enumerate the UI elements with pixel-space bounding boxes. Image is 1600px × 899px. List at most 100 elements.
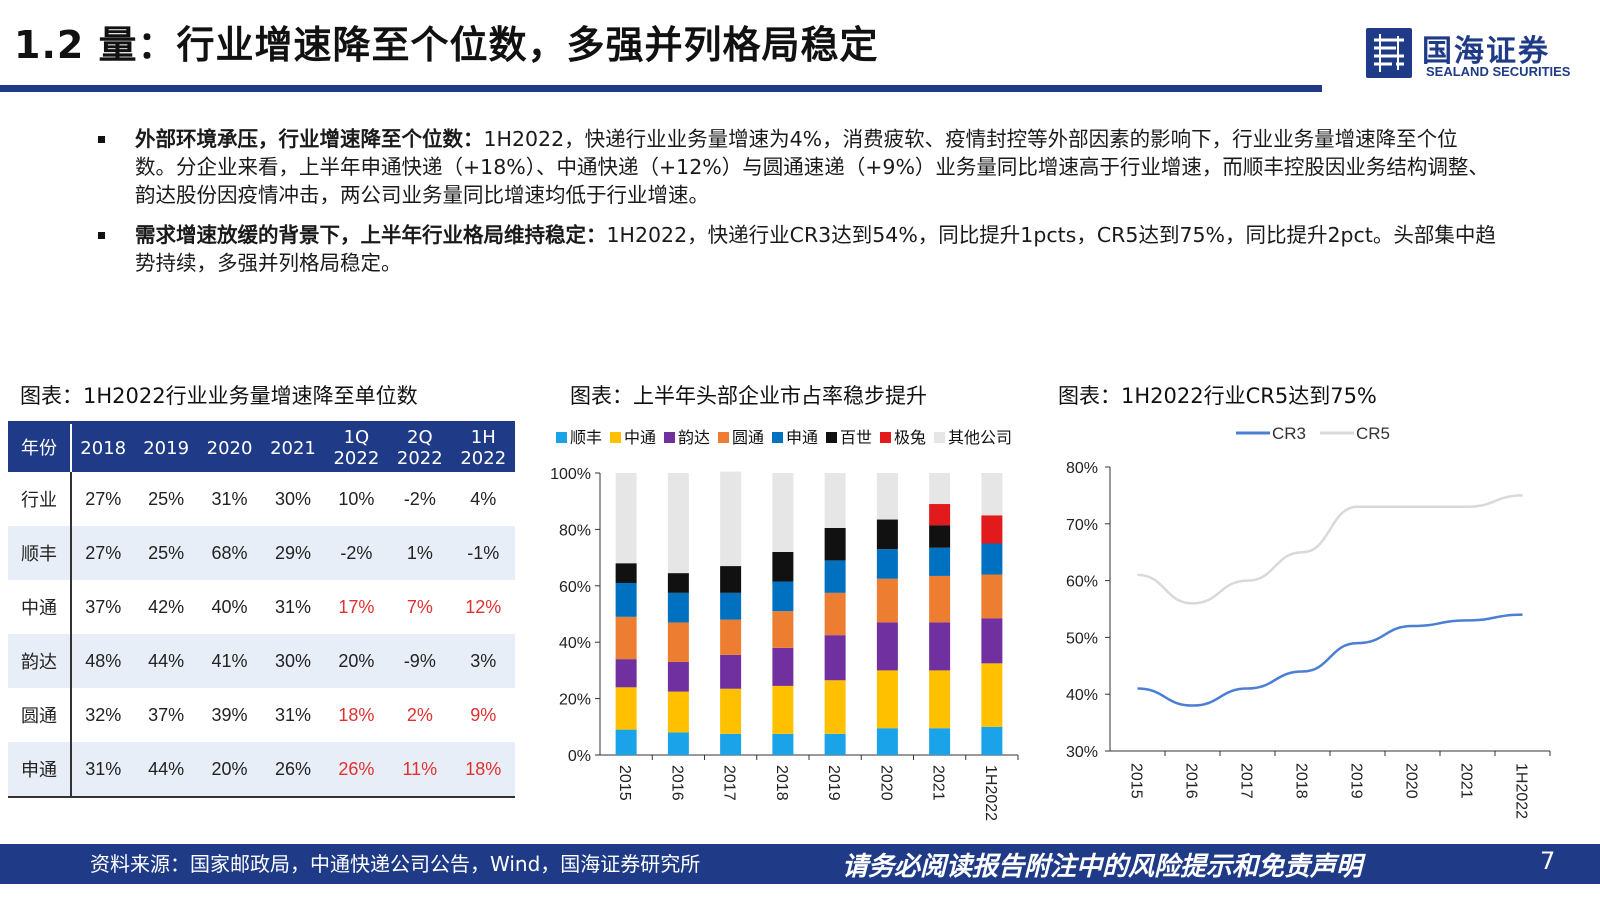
table-column-header: 2019: [134, 422, 198, 472]
table-cell: 26%: [261, 742, 325, 798]
bar-segment: [824, 635, 846, 681]
bar-segment: [876, 622, 898, 671]
x-tick-label: 2019: [1348, 763, 1365, 799]
legend-item: 圆通: [718, 429, 764, 447]
table-cell: 37%: [85, 596, 122, 617]
legend-item: 顺丰: [556, 429, 602, 447]
bar-segment: [667, 473, 689, 574]
x-tick-label: 2021: [930, 765, 947, 801]
bar-segment: [929, 622, 951, 671]
bar-segment: [929, 473, 951, 505]
table-cell: 25%: [134, 526, 198, 580]
table-cell: 9%: [470, 704, 497, 725]
table-cell: 32%: [85, 704, 122, 725]
table-header-row: 年份 2018 2019 2020 2021 1Q 2022 2Q 2022 1H 2022: [8, 422, 515, 472]
row-label: 申通: [8, 742, 72, 798]
bar-segment: [929, 670, 951, 729]
table-cell: 30%: [261, 634, 325, 688]
table-column-header: 2020: [197, 422, 262, 472]
table-cell: 26%: [324, 742, 389, 798]
sealand-logo-icon: [1366, 28, 1412, 78]
x-tick-label: 2017: [1238, 763, 1255, 799]
y-tick-label: 20%: [559, 692, 591, 709]
growth-table: 年份 2018 2019 2020 2021 1Q 2022 2Q 2022 1H 2022 …: [8, 421, 515, 798]
table-cell: 30%: [274, 488, 311, 509]
legend-swatch: [934, 432, 945, 443]
table-row: 顺丰 27% 25% 68% 29% -2% 1% -1%: [8, 526, 515, 580]
legend-swatch: [718, 432, 729, 443]
y-tick-label: 60%: [559, 579, 591, 596]
table-caption: 图表：1H2022行业业务量增速降至单位数: [20, 384, 418, 408]
logo-english-name: SEALAND SECURITIES: [1426, 64, 1571, 79]
table-cell: 3%: [451, 634, 515, 688]
y-tick-label: 30%: [1066, 744, 1098, 761]
legend-swatch: [556, 432, 567, 443]
bullet-marker: [98, 232, 105, 239]
table-cell: 7%: [406, 596, 433, 617]
bar-segment: [772, 685, 794, 734]
bar-segment: [615, 616, 637, 660]
bar-segment: [981, 618, 1003, 664]
bar-segment: [929, 504, 951, 526]
table-column-header: 2Q 2022: [388, 422, 452, 472]
table-cell: 17%: [338, 596, 375, 617]
table-cell: 27%: [85, 488, 122, 509]
bar-segment: [772, 551, 794, 582]
bar-segment: [772, 647, 794, 686]
bar-segment: [615, 582, 637, 617]
table-cell: 11%: [388, 742, 452, 798]
bar-segment: [876, 549, 898, 579]
table-row: 中通 37% 42% 40% 31% 17% 7% 12%: [8, 580, 515, 634]
y-tick-label: 80%: [1066, 460, 1098, 477]
bar-segment: [929, 728, 951, 755]
bar-chart-caption: 图表：上半年头部企业市占率稳步提升: [570, 384, 927, 408]
bar-segment: [981, 574, 1003, 619]
bar-segment: [667, 592, 689, 623]
bar-segment: [876, 728, 898, 755]
table-cell: 31%: [211, 488, 248, 509]
legend-label: 圆通: [732, 429, 764, 447]
bar-segment: [667, 573, 689, 593]
x-tick-label: 2020: [1403, 763, 1420, 799]
bar-segment: [667, 622, 689, 662]
bar-segment: [720, 566, 742, 593]
x-tick-label: 2016: [1183, 763, 1200, 799]
legend-label: 韵达: [678, 429, 710, 447]
legend-item: 百世: [826, 429, 872, 447]
legend-swatch: [880, 432, 891, 443]
x-tick-label: 2015: [1128, 763, 1145, 799]
bullet-marker: [98, 136, 105, 143]
y-tick-label: 50%: [1066, 630, 1098, 647]
table-cell: 29%: [261, 526, 325, 580]
bar-segment: [929, 525, 951, 548]
legend-label: 百世: [840, 429, 872, 447]
table-cell: 44%: [134, 634, 198, 688]
table-row: 圆通 32% 37% 39% 31% 18% 2% 9%: [8, 688, 515, 742]
legend-swatch: [826, 432, 837, 443]
bar-segment: [667, 732, 689, 755]
disclaimer-link[interactable]: 请务必阅读报告附注中的风险提示和免责声明: [842, 852, 1363, 882]
bar-segment: [824, 527, 846, 561]
table-column-header: 1Q 2022: [324, 422, 389, 472]
legend-item: CR5: [1320, 424, 1390, 443]
x-tick-label: 2018: [773, 765, 790, 801]
bar-segment: [772, 611, 794, 648]
bar-segment: [981, 515, 1003, 544]
legend-swatch: [610, 432, 621, 443]
legend-item: 其他公司: [934, 429, 1012, 447]
page-number: 7: [1540, 847, 1556, 875]
table-cell: 10%: [338, 488, 375, 509]
table-cell: 1%: [388, 526, 452, 580]
y-tick-label: 0%: [568, 748, 591, 765]
table-row: 申通 31% 44% 20% 26% 26% 11% 18%: [8, 742, 515, 798]
bar-segment: [824, 560, 846, 593]
bar-segment: [615, 687, 637, 730]
x-tick-label: 2015: [616, 765, 633, 801]
y-tick-label: 70%: [1066, 517, 1098, 534]
table-cell: 12%: [465, 596, 502, 617]
bar-segment: [876, 670, 898, 729]
y-tick-label: 100%: [550, 466, 591, 483]
bar-segment: [981, 543, 1003, 575]
bar-segment: [615, 473, 637, 564]
table-cell: -9%: [388, 634, 452, 688]
